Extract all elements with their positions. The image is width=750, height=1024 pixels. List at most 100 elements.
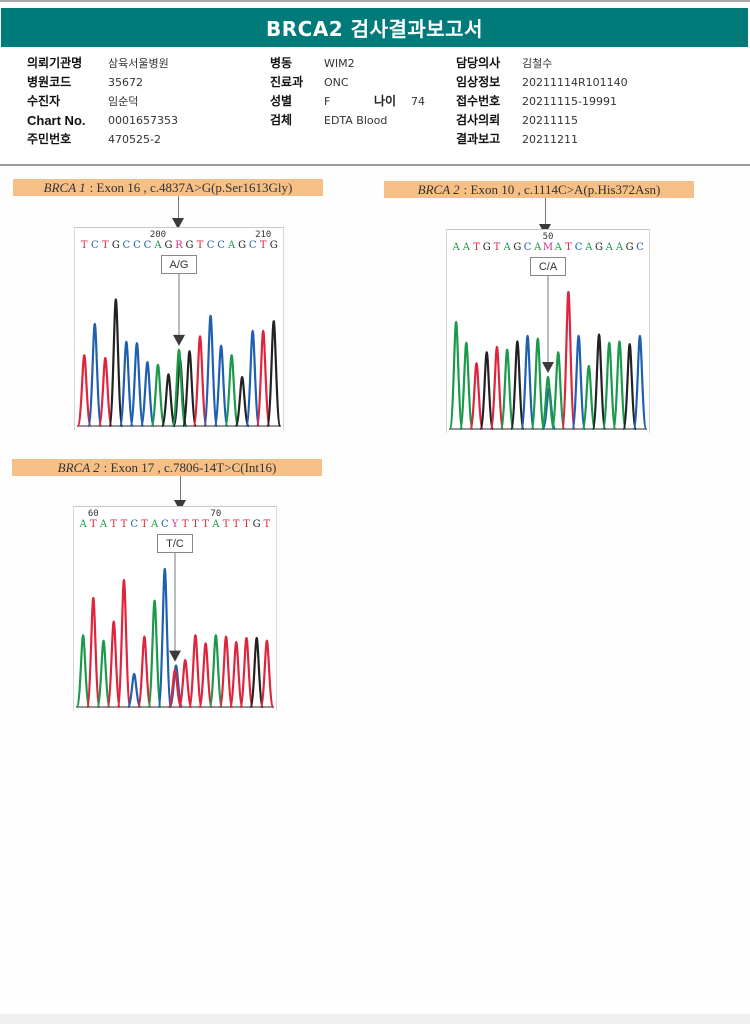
patient-info-col1: 의뢰기관명 삼육서울병원 병원코드 35672 수진자 임순덕 Chart No… — [27, 54, 247, 149]
base-call-letter: C — [575, 242, 583, 253]
trace-peak — [224, 354, 240, 428]
chromatogram-1: 200 210 T C T G C C C A G R G T C C A G C T G A/G — [74, 227, 284, 430]
trace-peak — [136, 635, 152, 709]
variant-label-2: BRCA 2 : Exon 10 , c.1114C>A(p.His372Asn… — [384, 181, 694, 198]
trace-peak — [126, 672, 142, 709]
base-call-letter: G — [186, 240, 194, 251]
base-call-letter: C — [636, 242, 644, 253]
connector-line — [178, 196, 179, 218]
variant-label-1: BRCA 1 : Exon 16 , c.4837A>G(p.Ser1613Gl… — [13, 179, 323, 196]
base-call-letter: T — [197, 240, 204, 251]
trace-peak — [213, 344, 229, 428]
trace-peak — [469, 362, 484, 431]
info-value: WIM2 — [324, 57, 355, 70]
patient-info-col3: 담당의사 김철수 임상정보 20211114R101140 접수번호 20211… — [456, 54, 736, 149]
variant-label-3: BRCA 2 : Exon 17 , c.7806-14T>C(Int16) — [12, 459, 322, 476]
genotype-call-box: A/G — [161, 255, 197, 274]
info-value: ONC — [324, 76, 349, 89]
base-call-letter: A — [153, 240, 162, 251]
trace-peak — [479, 351, 495, 431]
patient-info-col2: 병동 WIM2 진료과 ONC 성별 F 나이 74 검체 EDTA Blood — [270, 54, 450, 130]
base-call-letter: C — [217, 240, 225, 251]
base-call-letter: A — [227, 240, 236, 251]
report-title: BRCA2 검사결과보고서 — [1, 8, 748, 47]
trace-peak — [75, 634, 91, 709]
info-value: 20211114R101140 — [522, 76, 628, 89]
base-call-letter: T — [121, 519, 128, 530]
base-call-letter: G — [270, 240, 278, 251]
trace-peak — [202, 314, 219, 428]
base-call-letter: G — [164, 240, 172, 251]
info-label-age: 나이 — [374, 94, 397, 108]
base-call-letter: A — [99, 519, 108, 530]
info-label: 임상정보 — [456, 75, 501, 89]
base-call-letter: T — [233, 519, 240, 530]
info-value: 삼육서울병원 — [108, 57, 169, 70]
base-call-letter: G — [483, 242, 491, 253]
info-value: 20211211 — [522, 133, 578, 146]
info-value: 470525-2 — [108, 133, 161, 146]
trace-peak — [489, 345, 505, 431]
info-value: 임순덕 — [108, 95, 139, 108]
info-label: 수진자 — [27, 94, 61, 108]
trace-peak — [198, 642, 214, 709]
info-label: 의뢰기관명 — [27, 56, 83, 70]
chromatogram-svg: 60 70A T A T T C T A C Y T T T A T T T G T — [75, 509, 275, 709]
top-border — [0, 0, 750, 2]
trace-peak — [255, 329, 271, 428]
base-call-letter: G — [253, 519, 261, 530]
chromatogram-svg: 50A A T G T A G C A M A T C A G A A G C — [448, 232, 648, 431]
arrow-down-icon — [172, 218, 184, 229]
trace-peak — [591, 333, 607, 431]
connector-line — [180, 476, 181, 500]
variant-detail: : Exon 10 , c.1114C>A(p.His372Asn) — [463, 181, 661, 197]
trace-peak — [561, 290, 576, 431]
trace-peak — [550, 351, 566, 431]
base-call-letter: T — [90, 519, 97, 530]
base-call-letter: C — [133, 240, 141, 251]
base-call-letter: R — [175, 240, 183, 251]
info-row-accession-no: 접수번호 20211115-19991 — [456, 92, 736, 111]
trace-peak — [218, 635, 234, 709]
base-call-letter: G — [595, 242, 603, 253]
trace-peak — [177, 658, 193, 709]
info-row-resident-no: 주민번호 470525-2 — [27, 130, 247, 149]
info-label: 주민번호 — [27, 132, 72, 146]
trace-peak — [499, 348, 515, 431]
info-label: 검사의뢰 — [456, 113, 501, 127]
base-call-letter: C — [249, 240, 257, 251]
trace-peak — [622, 342, 638, 431]
variant-detail: : Exon 16 , c.4837A>G(p.Ser1613Gly) — [89, 179, 293, 195]
info-row-institution: 의뢰기관명 삼육서울병원 — [27, 54, 247, 73]
info-value-age: 74 — [411, 95, 425, 108]
base-call-letter: C — [524, 242, 532, 253]
position-label: 210 — [255, 230, 271, 240]
trace-peak — [108, 298, 124, 428]
trace-peak — [96, 639, 111, 709]
info-value: 20211115-19991 — [522, 95, 617, 108]
info-value: EDTA Blood — [324, 114, 388, 127]
trace-peak — [208, 634, 224, 709]
trace-peak — [147, 599, 162, 709]
arrow-down-icon — [174, 500, 186, 511]
info-value: 김철수 — [522, 57, 553, 70]
base-call-letter: A — [150, 519, 159, 530]
base-call-letter: T — [243, 519, 250, 530]
base-call-letter: G — [112, 240, 120, 251]
arrow-down-icon — [169, 650, 181, 662]
chromatogram-2: 50 A A T G T A G C A M A T C A G A A G C C/A — [446, 229, 650, 433]
chromatogram-3: 60 70 A T A T T C T A C Y T T T A T T T G T T/C — [73, 506, 277, 711]
base-call-letter: A — [211, 519, 220, 530]
trace-peak — [520, 334, 535, 431]
base-call-letter: A — [615, 242, 624, 253]
info-row-sex-age: 성별 F 나이 74 — [270, 92, 450, 111]
base-call-letter: T — [141, 519, 148, 530]
info-row-request-date: 검사의뢰 20211115 — [456, 111, 736, 130]
gene-name: BRCA 2 — [417, 181, 460, 197]
trace-peak — [266, 320, 282, 428]
base-call-letter: T — [565, 242, 572, 253]
base-call-letter: T — [182, 519, 189, 530]
info-label: 접수번호 — [456, 94, 501, 108]
trace-peak — [509, 340, 525, 431]
